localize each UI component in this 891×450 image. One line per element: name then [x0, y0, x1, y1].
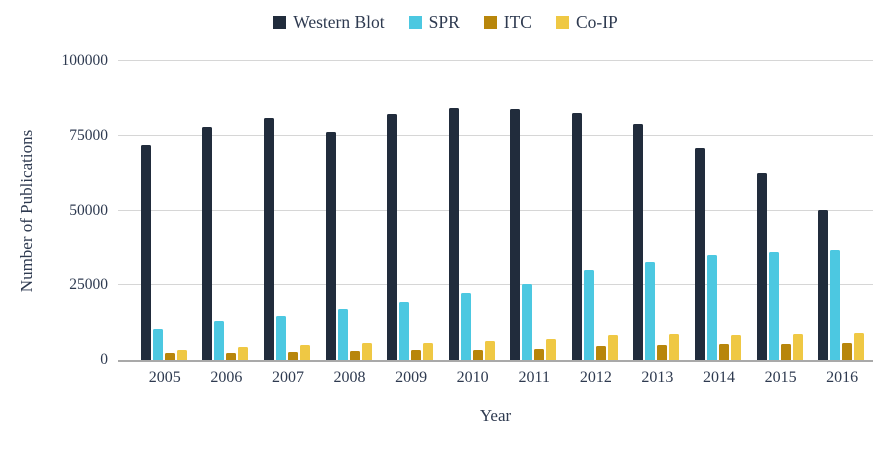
legend-item-itc: ITC	[483, 12, 532, 33]
x-tick-label-2016: 2016	[826, 369, 859, 386]
bar-western-blot-2007	[263, 118, 274, 360]
gridline-50000	[118, 209, 873, 211]
bar-itc-2011	[534, 348, 545, 360]
bar-group-2005: 2005	[140, 61, 189, 386]
bar-co-ip-2007	[299, 345, 310, 360]
bar-co-ip-2009	[423, 342, 434, 360]
bar-itc-2007	[287, 351, 298, 360]
bar-itc-2014	[718, 344, 729, 360]
bar-western-blot-2013	[633, 123, 644, 360]
legend-swatch-icon	[408, 16, 422, 29]
bar-spr-2005	[152, 328, 163, 360]
x-tick-label-2010: 2010	[456, 369, 489, 386]
gridline-100000	[118, 60, 873, 61]
legend-item-spr: SPR	[408, 12, 460, 33]
bar-group-2013: 2013	[633, 61, 681, 386]
bar-group-2011: 2011	[510, 61, 558, 386]
bar-western-blot-2012	[571, 113, 582, 360]
bar-co-ip-2012	[607, 335, 618, 360]
x-tick-label-2007: 2007	[271, 369, 304, 386]
bar-itc-2010	[472, 349, 483, 360]
y-tick-label-0: 0	[100, 351, 108, 368]
y-tick-label-100000: 100000	[61, 52, 109, 69]
bar-itc-2016	[842, 342, 853, 360]
gridline-75000	[118, 134, 873, 136]
bar-group-2007: 2007	[263, 61, 312, 386]
legend-swatch-icon	[555, 16, 569, 29]
legend-label: SPR	[428, 12, 460, 32]
bar-itc-2012	[595, 346, 606, 360]
legend-item-western-blot: Western Blot	[273, 12, 385, 33]
bar-itc-2006	[226, 353, 237, 360]
bar-western-blot-2014	[694, 148, 705, 360]
bar-group-2008: 2008	[325, 61, 374, 386]
legend-label: Western Blot	[293, 12, 385, 32]
bar-spr-2011	[522, 284, 533, 360]
bar-spr-2010	[460, 293, 471, 360]
x-tick-label-2008: 2008	[333, 369, 366, 386]
bar-co-ip-2015	[792, 334, 803, 360]
bar-spr-2014	[706, 254, 717, 360]
x-axis-title: Year	[479, 406, 512, 425]
bar-western-blot-2011	[510, 109, 521, 360]
x-tick-label-2012: 2012	[579, 369, 612, 386]
bar-western-blot-2015	[756, 173, 767, 360]
y-axis-title: Number of Publications	[17, 129, 36, 293]
bar-itc-2015	[780, 343, 791, 360]
legend-label: ITC	[503, 12, 532, 32]
bar-spr-2006	[214, 321, 225, 360]
x-tick-label-2005: 2005	[148, 369, 181, 386]
bar-co-ip-2014	[730, 334, 741, 360]
bar-spr-2015	[768, 251, 779, 360]
bar-groups: 2005 2006 2007 2008 2009 2010 2011 2012 2013 2014…	[118, 61, 873, 386]
legend-swatch-icon	[273, 16, 287, 29]
bar-itc-2013	[657, 344, 668, 360]
bar-spr-2009	[399, 302, 410, 360]
legend: Western Blot SPR ITC Co-IP	[0, 12, 891, 33]
bar-western-blot-2005	[140, 144, 151, 360]
bar-spr-2016	[830, 250, 841, 360]
bar-spr-2008	[337, 309, 348, 360]
bar-co-ip-2005	[176, 349, 187, 360]
x-tick-label-2014: 2014	[702, 369, 735, 386]
bar-group-2016: 2016	[818, 61, 866, 386]
bar-co-ip-2011	[546, 339, 557, 360]
bar-group-2006: 2006	[202, 61, 250, 386]
bar-western-blot-2008	[325, 132, 336, 360]
x-tick-label-2011: 2011	[518, 369, 550, 386]
x-tick-label-2015: 2015	[764, 369, 797, 386]
bar-spr-2007	[275, 316, 286, 360]
bar-western-blot-2009	[387, 114, 398, 360]
x-tick-label-2013: 2013	[641, 369, 674, 386]
bar-co-ip-2008	[361, 342, 372, 360]
bar-group-2014: 2014	[694, 61, 743, 386]
legend-label: Co-IP	[575, 12, 618, 32]
x-tick-label-2009: 2009	[395, 369, 428, 386]
bar-spr-2012	[583, 270, 594, 360]
x-tick-label-2006: 2006	[210, 369, 243, 386]
legend-item-co-ip: Co-IP	[555, 12, 618, 33]
bar-group-2010: 2010	[448, 61, 497, 386]
plot-area: 2005 2006 2007 2008 2009 2010 2011 2012 2013 2014…	[118, 60, 873, 386]
bar-spr-2013	[645, 261, 656, 360]
legend-swatch-icon	[483, 16, 497, 29]
bar-itc-2005	[164, 353, 175, 360]
bar-group-2012: 2012	[571, 61, 620, 386]
y-tick-label-50000: 50000	[69, 201, 108, 219]
bar-co-ip-2006	[238, 347, 249, 360]
bar-itc-2008	[349, 351, 360, 360]
bar-western-blot-2016	[818, 209, 829, 360]
bar-co-ip-2013	[669, 334, 680, 360]
bar-western-blot-2006	[202, 126, 213, 360]
bar-western-blot-2010	[448, 107, 459, 360]
bar-co-ip-2016	[854, 332, 865, 360]
y-tick-label-75000: 75000	[69, 126, 108, 144]
y-tick-label-25000: 25000	[69, 276, 108, 294]
bar-group-2015: 2015	[756, 61, 805, 386]
bar-itc-2009	[411, 350, 422, 360]
bar-co-ip-2010	[484, 340, 495, 360]
bar-group-2009: 2009	[387, 61, 435, 386]
gridline-25000	[118, 284, 873, 286]
